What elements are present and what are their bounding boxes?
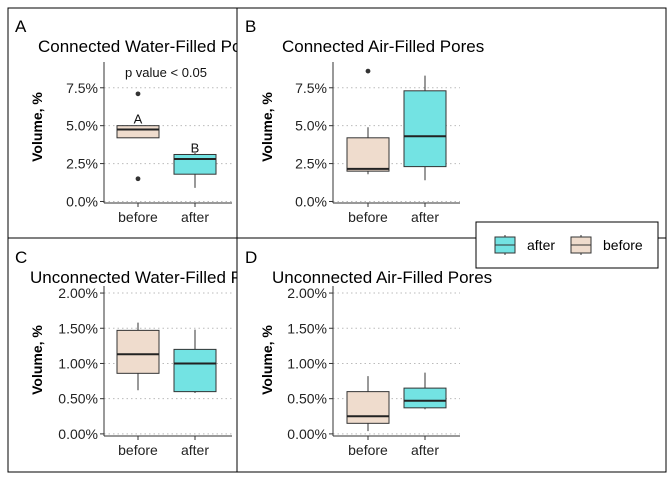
panel-a-before-outlier [135, 176, 141, 182]
panel-c-plot: 0.00% 0.50% 1.00% 1.50% 2.00% before after [58, 285, 232, 458]
panel-c-y-tick-label: 0.50% [58, 391, 98, 407]
panel-a-after-box [173, 153, 217, 175]
panel-a-title: Connected Water-Filled Pores [38, 37, 265, 56]
panel-a-before-outlier [135, 91, 141, 97]
panel-d-y-axis-title: Volume, % [259, 325, 275, 395]
panel-b-y-axis-title: Volume, % [259, 92, 275, 162]
panel-c-y-tick-label: 1.00% [58, 355, 98, 371]
panel-d-x-tick-label: after [411, 442, 439, 458]
panel-a-y-axis-title: Volume, % [29, 92, 45, 162]
panel-a-y-tick-label: 5.0% [66, 118, 98, 134]
panel-d-after-box [403, 387, 447, 409]
panel-a-p-value-annotation: p value < 0.05 [125, 65, 207, 80]
panel-d-y-tick-label: 0.50% [287, 391, 327, 407]
panel-c-y-axis-title: Volume, % [29, 325, 45, 395]
panel-d-plot: 0.00% 0.50% 1.00% 1.50% 2.00% before after [287, 285, 460, 458]
panel-c-after-box [173, 348, 217, 393]
panel-a-before-box [116, 125, 160, 139]
panel-d-y-tick-label: 0.00% [287, 426, 327, 442]
panel-c-letter: C [15, 248, 27, 267]
legend: after before [475, 221, 659, 269]
panel-c-y-tick-label: 1.50% [58, 320, 98, 336]
panel-b-y-tick-label: 0.0% [295, 193, 327, 209]
legend-before-label: before [603, 237, 643, 253]
panel-d-y-tick-label: 2.00% [287, 285, 327, 301]
legend-after-label: after [527, 237, 555, 253]
panel-a-letter: A [15, 17, 27, 36]
panel-d-before-box [346, 391, 390, 424]
panel-b-after-box [403, 90, 447, 168]
panel-b-title: Connected Air-Filled Pores [282, 37, 484, 56]
panel-d-title: Unconnected Air-Filled Pores [272, 268, 492, 287]
panel-b-letter: B [245, 17, 256, 36]
panel-d-x-tick-label: before [348, 442, 388, 458]
panel-c-x-tick-label: after [181, 442, 209, 458]
panel-d-border [236, 237, 667, 473]
panel-d-y-tick-label: 1.50% [287, 320, 327, 336]
panel-d-letter: D [245, 248, 257, 267]
panel-c-x-tick-label: before [118, 442, 158, 458]
panel-a-y-tick-label: 0.0% [66, 193, 98, 209]
panel-a-after-significance-letter: B [191, 140, 200, 155]
panel-b-before-box [346, 137, 390, 172]
panel-c-y-tick-label: 2.00% [58, 285, 98, 301]
panel-b-y-tick-label: 2.5% [295, 156, 327, 172]
panel-a-x-tick-label: before [118, 209, 158, 225]
panel-d-y-tick-label: 1.00% [287, 355, 327, 371]
panel-a-before-significance-letter: A [134, 112, 143, 127]
panel-b-y-tick-label: 5.0% [295, 118, 327, 134]
panel-a-x-tick-label: after [181, 209, 209, 225]
panel-a-y-tick-label: 7.5% [66, 80, 98, 96]
panel-b-plot: 0.0% 2.5% 5.0% 7.5% before after [295, 62, 460, 225]
panel-b-y-tick-label: 7.5% [295, 80, 327, 96]
panel-c-before-box [116, 329, 160, 374]
panel-c-y-tick-label: 0.00% [58, 426, 98, 442]
panel-c-title: Unconnected Water-Filled Pores [30, 268, 275, 287]
panel-b-x-tick-label: after [411, 209, 439, 225]
panel-b-x-tick-label: before [348, 209, 388, 225]
panel-b-before-outlier [365, 68, 371, 74]
panel-a-y-tick-label: 2.5% [66, 156, 98, 172]
